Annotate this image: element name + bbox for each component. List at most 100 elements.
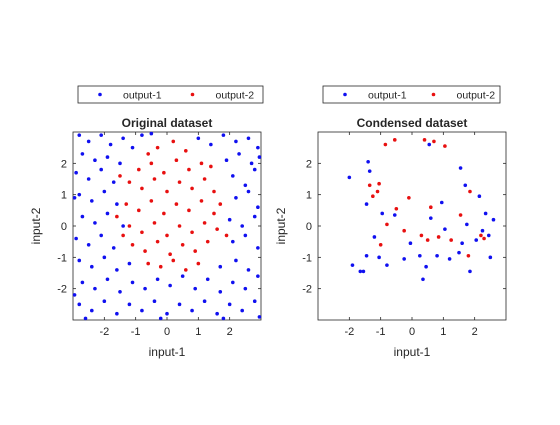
data-point bbox=[432, 139, 436, 144]
data-point bbox=[140, 186, 144, 191]
data-point bbox=[458, 166, 463, 170]
data-point bbox=[177, 224, 182, 228]
data-point bbox=[102, 299, 107, 304]
data-point bbox=[202, 299, 207, 304]
data-point bbox=[171, 139, 176, 144]
data-point bbox=[483, 211, 488, 216]
chart-condensed-dataset: -2 -1 0 1 2 -2 -1 0 1 2 Condensed dataset input-1 in… bbox=[274, 85, 507, 359]
data-point bbox=[256, 205, 260, 209]
data-point bbox=[419, 233, 424, 238]
data-point bbox=[252, 214, 257, 219]
data-point bbox=[231, 280, 235, 285]
data-point bbox=[130, 243, 135, 247]
data-point bbox=[155, 145, 160, 150]
data-point bbox=[115, 214, 119, 219]
data-point bbox=[375, 189, 380, 194]
data-point bbox=[93, 286, 97, 291]
y-axis-label: input-2 bbox=[29, 207, 43, 244]
data-point bbox=[372, 235, 377, 239]
data-point bbox=[377, 181, 381, 186]
legend-box bbox=[322, 85, 501, 104]
y-tick-label: -2 bbox=[57, 284, 67, 296]
data-point bbox=[429, 216, 433, 220]
data-point bbox=[115, 268, 119, 272]
data-point bbox=[212, 211, 216, 216]
series-output-1 bbox=[72, 131, 262, 321]
data-point bbox=[184, 149, 188, 153]
data-point bbox=[158, 264, 163, 269]
series-output-2 bbox=[115, 139, 229, 272]
data-point bbox=[80, 214, 85, 219]
x-tick-label: 0 bbox=[164, 326, 170, 338]
chart-title: Original dataset bbox=[122, 116, 213, 130]
x-tick-label: 1 bbox=[195, 326, 201, 338]
data-point bbox=[257, 315, 262, 319]
data-point bbox=[256, 246, 260, 250]
data-point bbox=[158, 316, 163, 321]
data-point bbox=[140, 308, 144, 313]
data-point bbox=[137, 167, 141, 172]
data-point bbox=[209, 164, 213, 169]
data-point bbox=[482, 236, 486, 241]
data-point bbox=[425, 238, 430, 242]
data-point bbox=[227, 217, 232, 222]
data-point bbox=[177, 180, 182, 184]
data-point bbox=[418, 253, 422, 258]
data-point bbox=[162, 170, 166, 175]
data-point bbox=[364, 253, 369, 258]
data-point bbox=[474, 238, 479, 242]
x-tick-label: -1 bbox=[376, 326, 386, 338]
chart-original-dataset: -2 -1 0 1 2 -2 -1 0 1 2 Original dataset input-1 inp… bbox=[29, 85, 264, 359]
y-tick-label: 0 bbox=[306, 221, 312, 233]
legend: output-1 output-2 bbox=[77, 85, 264, 104]
data-point bbox=[234, 258, 238, 263]
data-point bbox=[447, 257, 452, 261]
data-point bbox=[111, 180, 116, 184]
data-point bbox=[205, 239, 210, 244]
data-point bbox=[436, 235, 441, 239]
data-point bbox=[231, 239, 235, 244]
data-point bbox=[364, 202, 369, 206]
data-point bbox=[256, 274, 260, 278]
data-point bbox=[99, 167, 103, 172]
data-point bbox=[77, 258, 82, 263]
data-point bbox=[102, 255, 107, 260]
data-point bbox=[155, 239, 160, 244]
y-tick-label: 2 bbox=[306, 158, 312, 170]
data-point bbox=[80, 152, 85, 156]
data-point bbox=[137, 208, 141, 213]
data-point bbox=[171, 258, 176, 263]
data-point bbox=[140, 133, 144, 137]
data-point bbox=[168, 283, 172, 288]
data-point bbox=[385, 263, 389, 267]
data-point bbox=[479, 233, 483, 238]
data-point bbox=[385, 222, 389, 227]
data-point bbox=[227, 302, 232, 307]
data-point bbox=[243, 286, 248, 291]
data-point bbox=[429, 205, 433, 209]
data-point bbox=[458, 213, 463, 217]
data-point bbox=[165, 189, 169, 194]
data-point bbox=[77, 302, 82, 307]
x-axis-label: input-1 bbox=[394, 345, 431, 359]
data-point bbox=[193, 249, 197, 253]
data-point bbox=[380, 211, 385, 216]
data-point bbox=[366, 159, 370, 164]
data-point bbox=[477, 194, 482, 199]
data-point bbox=[86, 139, 91, 144]
data-point bbox=[177, 302, 182, 307]
data-point bbox=[466, 253, 471, 258]
data-point bbox=[143, 286, 147, 291]
data-point bbox=[118, 174, 122, 178]
series-output-1 bbox=[347, 142, 496, 282]
data-point bbox=[127, 180, 132, 184]
data-point bbox=[218, 290, 223, 294]
data-point bbox=[468, 189, 472, 194]
data-point bbox=[443, 144, 447, 148]
data-point bbox=[127, 302, 132, 307]
data-point bbox=[243, 233, 248, 238]
data-point bbox=[491, 217, 496, 222]
data-point bbox=[234, 139, 238, 144]
data-point bbox=[460, 241, 464, 246]
data-point bbox=[77, 133, 82, 137]
